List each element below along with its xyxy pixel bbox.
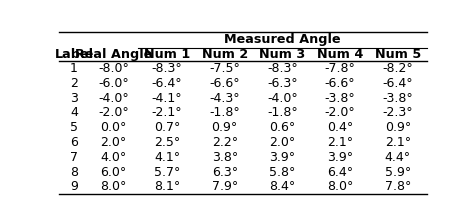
Text: 2: 2 (70, 77, 78, 90)
Text: -8.2°: -8.2° (383, 62, 413, 75)
Text: 2.1°: 2.1° (327, 136, 353, 149)
Text: -8.3°: -8.3° (267, 62, 298, 75)
Text: -4.0°: -4.0° (267, 92, 298, 105)
Text: 8.4°: 8.4° (269, 180, 296, 193)
Text: 7.9°: 7.9° (211, 180, 238, 193)
Text: -2.0°: -2.0° (325, 107, 356, 119)
Text: -4.1°: -4.1° (152, 92, 182, 105)
Text: -4.0°: -4.0° (98, 92, 129, 105)
Text: -6.4°: -6.4° (152, 77, 182, 90)
Text: -7.5°: -7.5° (210, 62, 240, 75)
Text: 5.8°: 5.8° (269, 166, 296, 178)
Text: 6.0°: 6.0° (100, 166, 127, 178)
Text: Label: Label (55, 48, 93, 61)
Text: 0.7°: 0.7° (154, 121, 180, 134)
Text: -3.8°: -3.8° (383, 92, 413, 105)
Text: 4.1°: 4.1° (154, 151, 180, 164)
Text: 4.0°: 4.0° (100, 151, 127, 164)
Text: -8.0°: -8.0° (98, 62, 129, 75)
Text: -2.0°: -2.0° (98, 107, 129, 119)
Text: Num 3: Num 3 (259, 48, 306, 61)
Text: 8.1°: 8.1° (154, 180, 180, 193)
Text: -1.8°: -1.8° (210, 107, 240, 119)
Text: 5: 5 (70, 121, 78, 134)
Text: -6.0°: -6.0° (98, 77, 129, 90)
Text: 9: 9 (70, 180, 78, 193)
Text: 8.0°: 8.0° (327, 180, 353, 193)
Text: -3.8°: -3.8° (325, 92, 356, 105)
Text: 0.6°: 0.6° (269, 121, 296, 134)
Text: 4.4°: 4.4° (385, 151, 411, 164)
Text: -2.3°: -2.3° (383, 107, 413, 119)
Text: 3.9°: 3.9° (269, 151, 295, 164)
Text: 5.9°: 5.9° (384, 166, 411, 178)
Text: -2.1°: -2.1° (152, 107, 182, 119)
Text: 6.4°: 6.4° (327, 166, 353, 178)
Text: 7.8°: 7.8° (384, 180, 411, 193)
Text: Num 2: Num 2 (201, 48, 248, 61)
Text: 0.9°: 0.9° (384, 121, 411, 134)
Text: 3: 3 (70, 92, 78, 105)
Text: -4.3°: -4.3° (210, 92, 240, 105)
Text: 8: 8 (70, 166, 78, 178)
Text: Real Angle: Real Angle (75, 48, 152, 61)
Text: 3.8°: 3.8° (211, 151, 238, 164)
Text: -6.6°: -6.6° (210, 77, 240, 90)
Text: Num 4: Num 4 (317, 48, 363, 61)
Text: 0.4°: 0.4° (327, 121, 353, 134)
Text: Measured Angle: Measured Angle (224, 33, 341, 46)
Text: 7: 7 (70, 151, 78, 164)
Text: 2.1°: 2.1° (385, 136, 411, 149)
Text: Num 5: Num 5 (374, 48, 421, 61)
Text: Num 1: Num 1 (144, 48, 190, 61)
Text: -6.6°: -6.6° (325, 77, 356, 90)
Text: 6: 6 (70, 136, 78, 149)
Text: 2.2°: 2.2° (212, 136, 238, 149)
Text: 8.0°: 8.0° (100, 180, 127, 193)
Text: 2.0°: 2.0° (269, 136, 296, 149)
Text: 3.9°: 3.9° (327, 151, 353, 164)
Text: -8.3°: -8.3° (152, 62, 182, 75)
Text: 2.5°: 2.5° (154, 136, 180, 149)
Text: 6.3°: 6.3° (212, 166, 238, 178)
Text: 0.0°: 0.0° (100, 121, 127, 134)
Text: 4: 4 (70, 107, 78, 119)
Text: -6.4°: -6.4° (383, 77, 413, 90)
Text: -6.3°: -6.3° (267, 77, 298, 90)
Text: 1: 1 (70, 62, 78, 75)
Text: -7.8°: -7.8° (325, 62, 356, 75)
Text: 0.9°: 0.9° (211, 121, 238, 134)
Text: 5.7°: 5.7° (154, 166, 180, 178)
Text: -1.8°: -1.8° (267, 107, 298, 119)
Text: 2.0°: 2.0° (100, 136, 127, 149)
